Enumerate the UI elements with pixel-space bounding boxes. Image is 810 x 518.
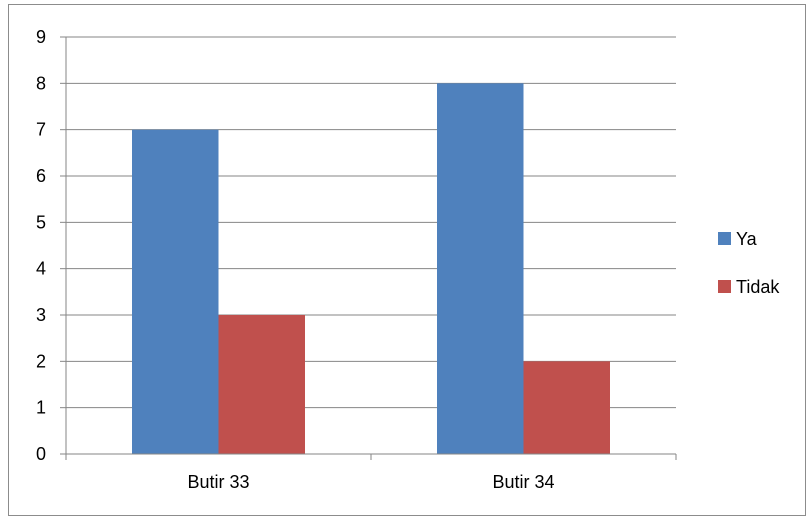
y-tick-label-8: 8 — [36, 73, 46, 93]
y-tick-labels: 0 1 2 3 4 5 6 7 8 9 — [36, 27, 46, 464]
y-tick-label-9: 9 — [36, 27, 46, 47]
legend-swatch-ya — [718, 232, 731, 245]
x-tick-label-butir-33: Butir 33 — [187, 472, 249, 492]
bars — [132, 83, 610, 454]
y-tick-label-0: 0 — [36, 444, 46, 464]
legend-swatch-tidak — [718, 280, 731, 293]
y-tick-label-3: 3 — [36, 305, 46, 325]
y-tick-label-4: 4 — [36, 259, 46, 279]
y-tick-label-7: 7 — [36, 120, 46, 140]
legend-label-ya: Ya — [736, 229, 758, 249]
axes — [60, 36, 677, 460]
bar-tidak-butir-34 — [523, 361, 610, 454]
x-tick-label-butir-34: Butir 34 — [492, 472, 554, 492]
bar-ya-butir-33 — [132, 129, 219, 454]
bar-ya-butir-34 — [437, 83, 524, 454]
x-tick-labels: Butir 33 Butir 34 — [187, 472, 554, 492]
y-tick-label-5: 5 — [36, 212, 46, 232]
y-tick-label-6: 6 — [36, 166, 46, 186]
y-tick-label-1: 1 — [36, 398, 46, 418]
y-tick-label-2: 2 — [36, 351, 46, 371]
legend: Ya Tidak — [718, 229, 780, 297]
bar-tidak-butir-33 — [218, 315, 305, 454]
legend-label-tidak: Tidak — [736, 277, 780, 297]
